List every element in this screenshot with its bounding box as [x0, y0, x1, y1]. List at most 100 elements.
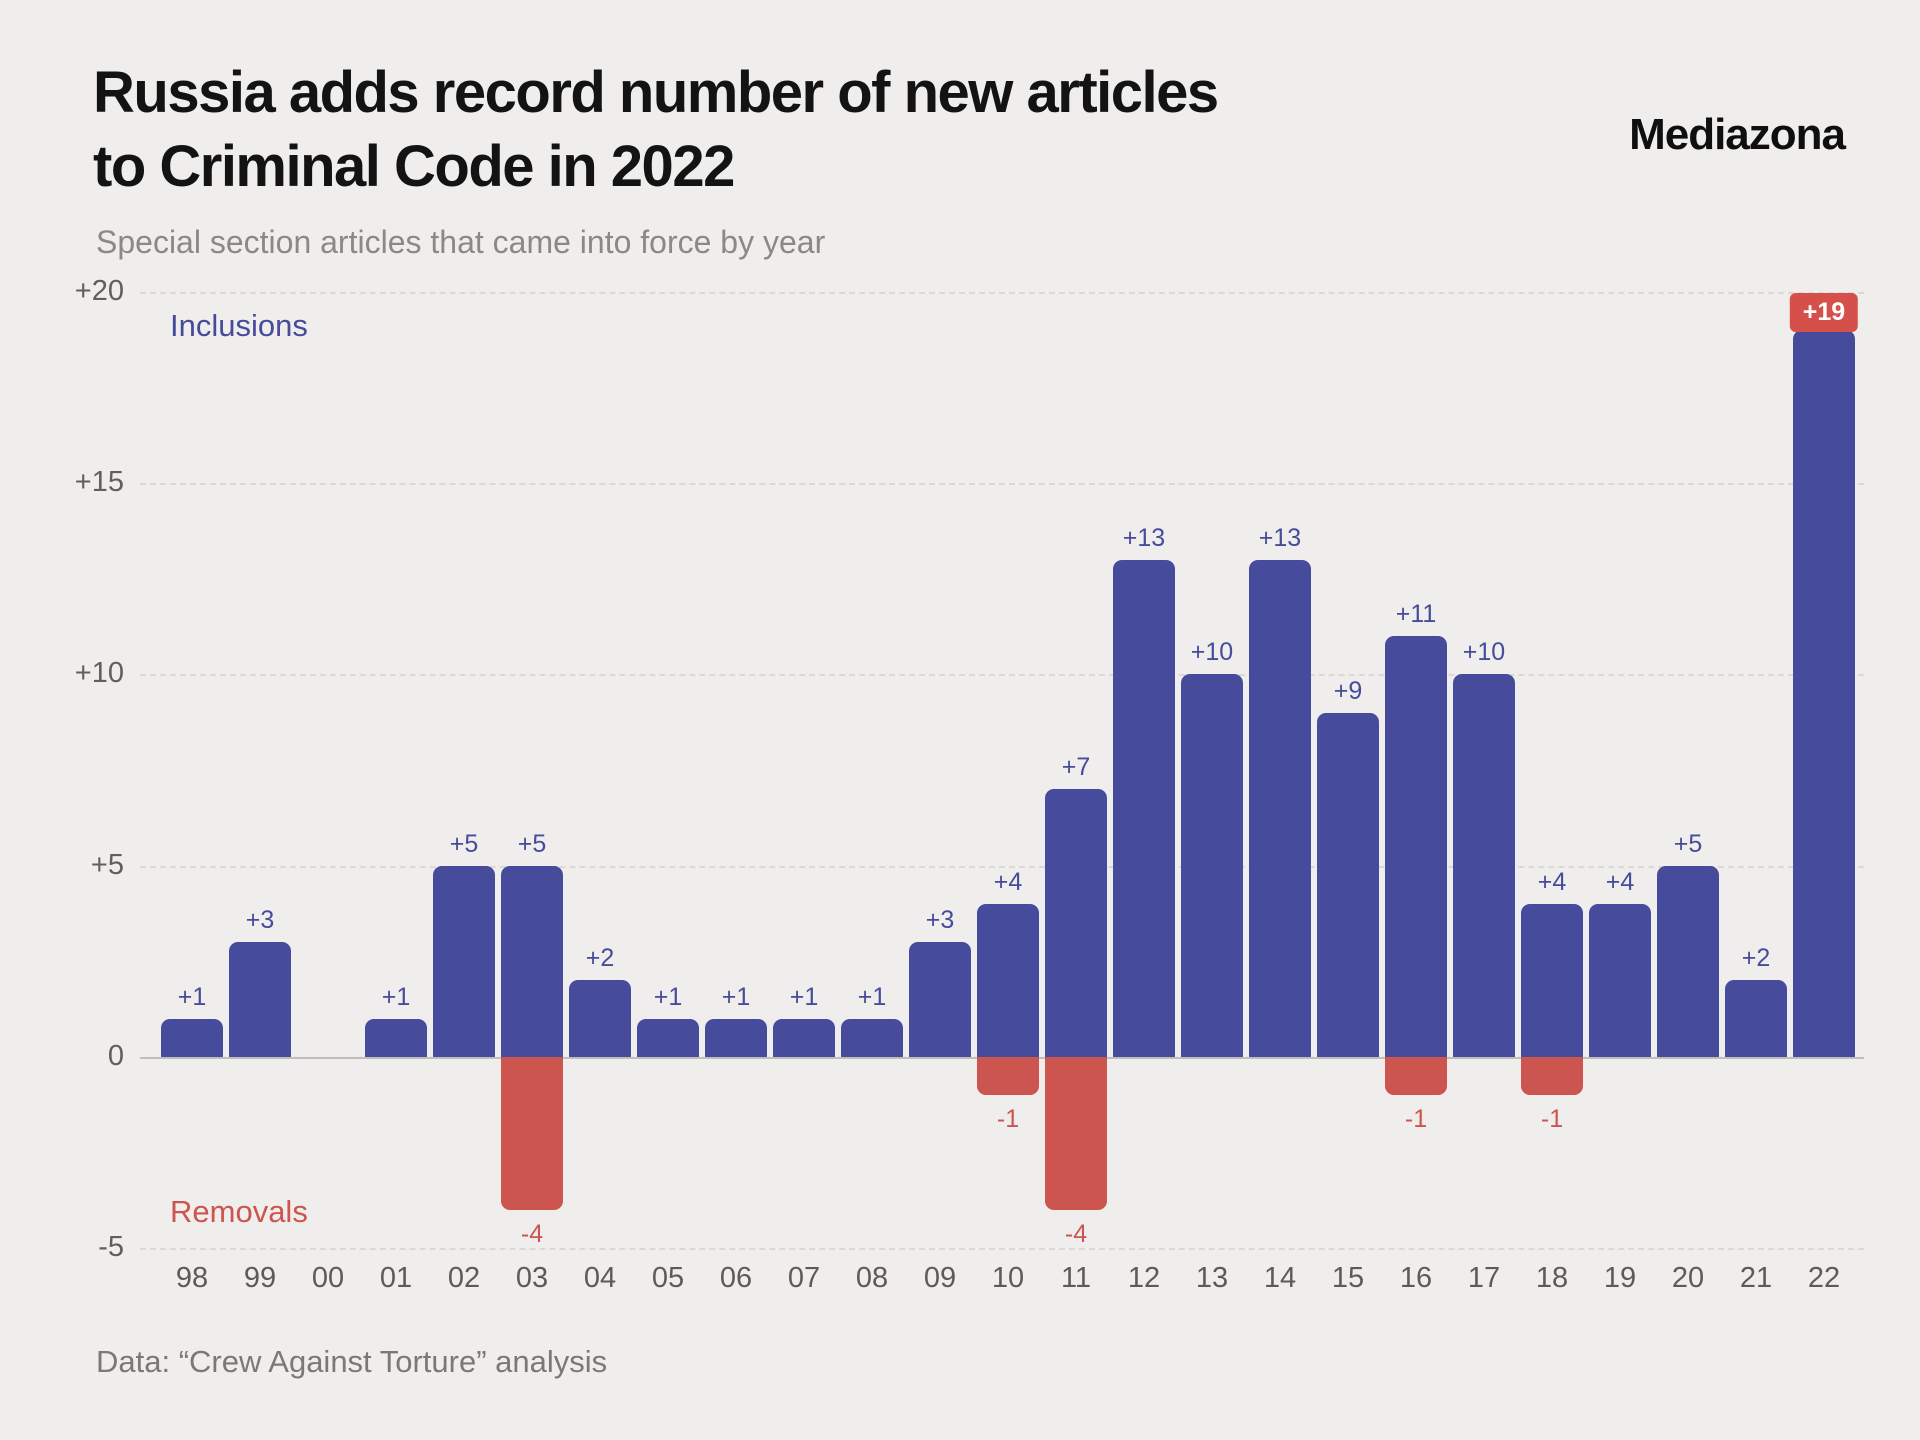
plot-area: Inclusions Removals +1 +3 +1 +5 +5 -4 +2 +1 +1 +1…: [140, 292, 1864, 1250]
bar-value-label: +5: [517, 829, 547, 858]
bar-removals-18: [1521, 1056, 1583, 1096]
bar-value-label: +4: [1537, 867, 1567, 896]
bar-inclusions-22: [1793, 330, 1855, 1057]
x-axis-tick-label: 16: [1399, 1262, 1433, 1294]
bar-removals-16: [1385, 1056, 1447, 1096]
bar-inclusions-10: [977, 903, 1039, 1057]
bar-inclusions-18: [1521, 903, 1583, 1057]
bar-inclusions-09: [909, 942, 971, 1057]
bar-value-label: +13: [1122, 523, 1166, 552]
bar-value-label: +3: [925, 906, 955, 935]
bar-inclusions-99: [229, 942, 291, 1057]
bar-inclusions-08: [841, 1018, 903, 1057]
bar-value-label: +10: [1462, 638, 1506, 667]
x-axis-tick-label: 02: [447, 1262, 481, 1294]
data-source: Data: “Crew Against Torture” analysis: [96, 1344, 608, 1379]
x-axis-tick-label: 11: [1060, 1262, 1092, 1294]
y-axis-tick-label: 0: [107, 1039, 124, 1072]
x-axis-tick-label: 22: [1807, 1262, 1841, 1294]
mediazona-logo: Mediazona: [1629, 110, 1846, 159]
bar-inclusions-05: [637, 1018, 699, 1057]
bar-value-label: -4: [520, 1219, 544, 1248]
x-axis-tick-label: 19: [1603, 1262, 1637, 1294]
bar-value-label: +1: [721, 982, 751, 1011]
x-axis-tick-label: 05: [651, 1262, 685, 1294]
x-axis-tick-label: 98: [175, 1262, 209, 1294]
bar-value-label: +2: [1741, 944, 1771, 973]
bar-inclusions-15: [1317, 712, 1379, 1057]
x-axis-tick-label: 99: [243, 1262, 277, 1294]
bar-inclusions-06: [705, 1018, 767, 1057]
x-axis-tick-label: 21: [1739, 1262, 1773, 1294]
bar-inclusions-98: [161, 1018, 223, 1057]
x-axis-tick-label: 00: [311, 1262, 345, 1294]
bar-inclusions-19: [1589, 903, 1651, 1057]
y-gridline: [140, 292, 1864, 294]
bar-value-label: +2: [585, 944, 615, 973]
bar-removals-10: [977, 1056, 1039, 1096]
y-axis-tick-label: +20: [74, 275, 124, 307]
bar-inclusions-21: [1725, 980, 1787, 1057]
bar-inclusions-14: [1249, 559, 1311, 1057]
x-axis-tick-label: 08: [855, 1262, 889, 1294]
x-axis-tick-label: 10: [991, 1262, 1025, 1294]
bar-value-label: +5: [449, 829, 479, 858]
bar-value-label: +10: [1190, 638, 1234, 667]
bar-value-label: +1: [857, 982, 887, 1011]
inclusions-label: Inclusions: [170, 308, 308, 343]
x-axis-tick-label: 04: [583, 1262, 617, 1294]
x-axis-tick-label: 15: [1331, 1262, 1365, 1294]
x-axis-tick-label: 13: [1195, 1262, 1229, 1294]
y-axis-tick-label: +5: [90, 848, 124, 881]
bar-inclusions-04: [569, 980, 631, 1057]
bar-inclusions-20: [1657, 865, 1719, 1057]
x-axis-tick-label: 12: [1127, 1262, 1161, 1294]
page-title-line1: Russia adds record number of new article…: [93, 60, 1219, 125]
bar-value-label: -1: [996, 1105, 1020, 1134]
y-gridline: [140, 674, 1864, 677]
bar-value-label: +5: [1673, 829, 1703, 858]
highlight-value-badge: +19: [1789, 293, 1859, 333]
x-axis-tick-label: 09: [923, 1262, 957, 1294]
x-axis-tick-label: 17: [1467, 1262, 1501, 1294]
bar-value-label: +7: [1061, 753, 1091, 782]
y-axis-tick-label: +10: [74, 657, 124, 690]
x-axis-tick-label: 18: [1535, 1262, 1569, 1294]
bar-value-label: -1: [1540, 1105, 1564, 1134]
bar-removals-11: [1045, 1056, 1107, 1210]
bar-value-label: +4: [993, 867, 1023, 896]
bar-value-label: +9: [1333, 676, 1363, 705]
bar-value-label: +13: [1258, 523, 1302, 552]
bar-value-label: +4: [1605, 867, 1635, 896]
bar-inclusions-01: [365, 1018, 427, 1057]
x-axis-tick-label: 06: [719, 1262, 753, 1294]
y-gridline: [140, 865, 1864, 868]
bar-value-label: +1: [789, 982, 819, 1011]
bar-inclusions-12: [1113, 559, 1175, 1057]
y-gridline: [140, 1248, 1864, 1250]
bar-value-label: -1: [1404, 1105, 1428, 1134]
x-axis-tick-label: 14: [1263, 1262, 1297, 1294]
y-axis-tick-label: +15: [74, 466, 124, 499]
bar-inclusions-16: [1385, 636, 1447, 1057]
bar-value-label: -4: [1064, 1219, 1088, 1248]
x-axis-tick-label: 07: [787, 1262, 821, 1294]
bar-inclusions-02: [433, 865, 495, 1057]
bar-value-label: +1: [381, 982, 411, 1011]
bar-inclusions-03: [501, 865, 563, 1057]
page-title: Russia adds record number of new article…: [93, 56, 1219, 204]
bar-value-label: +3: [245, 906, 275, 935]
x-axis-tick-label: 20: [1671, 1262, 1705, 1294]
chart-subtitle: Special section articles that came into …: [96, 224, 826, 260]
bar-inclusions-07: [773, 1018, 835, 1057]
bar-value-label: +1: [653, 982, 683, 1011]
removals-label: Removals: [170, 1194, 308, 1229]
bar-inclusions-17: [1453, 674, 1515, 1057]
bar-value-label: +1: [177, 982, 207, 1011]
page-title-line2: to Criminal Code in 2022: [93, 134, 735, 199]
x-axis-tick-label: 01: [379, 1262, 413, 1294]
y-axis-tick-label: -5: [98, 1231, 124, 1263]
bar-value-label: +11: [1395, 600, 1437, 629]
y-gridline: [140, 483, 1864, 486]
